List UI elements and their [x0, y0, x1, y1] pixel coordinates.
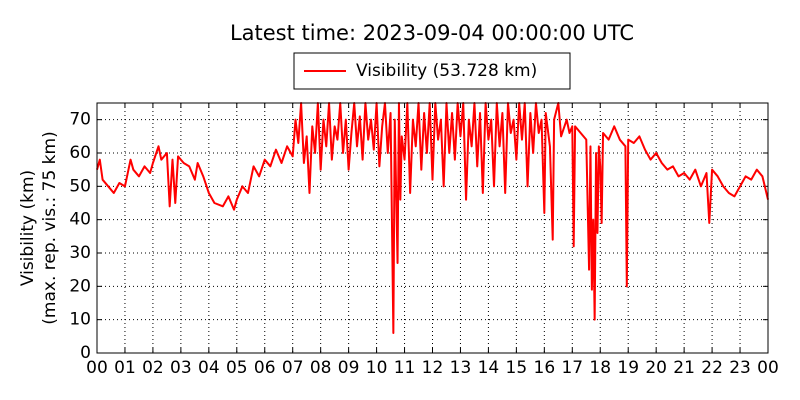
y-tick-label: 30 — [69, 243, 91, 263]
y-tick-label: 70 — [69, 110, 91, 130]
x-tick-label: 00 — [757, 358, 779, 378]
x-tick-label: 22 — [701, 358, 723, 378]
y-tick-label: 50 — [69, 176, 91, 196]
legend-label: Visibility (53.728 km) — [356, 61, 537, 81]
x-tick-label: 12 — [422, 358, 444, 378]
y-axis-label: (max. rep. vis.: 75 km) — [40, 131, 60, 324]
x-tick-label: 15 — [506, 358, 528, 378]
x-tick-label: 20 — [645, 358, 667, 378]
x-tick-label: 00 — [86, 358, 108, 378]
x-tick-label: 16 — [534, 358, 556, 378]
data-line — [96, 102, 769, 334]
x-tick-label: 11 — [394, 358, 416, 378]
x-tick-label: 23 — [729, 358, 751, 378]
x-tick-label: 04 — [198, 358, 220, 378]
x-tick-label: 07 — [282, 358, 304, 378]
x-tick-label: 21 — [673, 358, 695, 378]
chart-title: Latest time: 2023-09-04 00:00:00 UTC — [230, 21, 634, 45]
x-tick-label: 09 — [338, 358, 360, 378]
y-tick-label: 60 — [69, 143, 91, 163]
x-tick-label: 08 — [310, 358, 332, 378]
y-axis-label: Visibility (km) — [18, 170, 38, 286]
x-tick-label: 03 — [170, 358, 192, 378]
x-tick-label: 05 — [226, 358, 248, 378]
x-tick-label: 13 — [450, 358, 472, 378]
y-tick-label: 40 — [69, 210, 91, 230]
x-tick-label: 17 — [561, 358, 583, 378]
x-tick-label: 01 — [114, 358, 136, 378]
y-tick-label: 0 — [80, 343, 91, 363]
y-tick-label: 10 — [69, 310, 91, 330]
plot-frame — [96, 102, 769, 354]
x-tick-label: 06 — [254, 358, 276, 378]
x-tick-label: 18 — [589, 358, 611, 378]
x-tick-label: 10 — [366, 358, 388, 378]
y-tick-label: 20 — [69, 276, 91, 296]
x-tick-label: 14 — [478, 358, 500, 378]
x-tick-label: 19 — [617, 358, 639, 378]
x-tick-label: 02 — [142, 358, 164, 378]
